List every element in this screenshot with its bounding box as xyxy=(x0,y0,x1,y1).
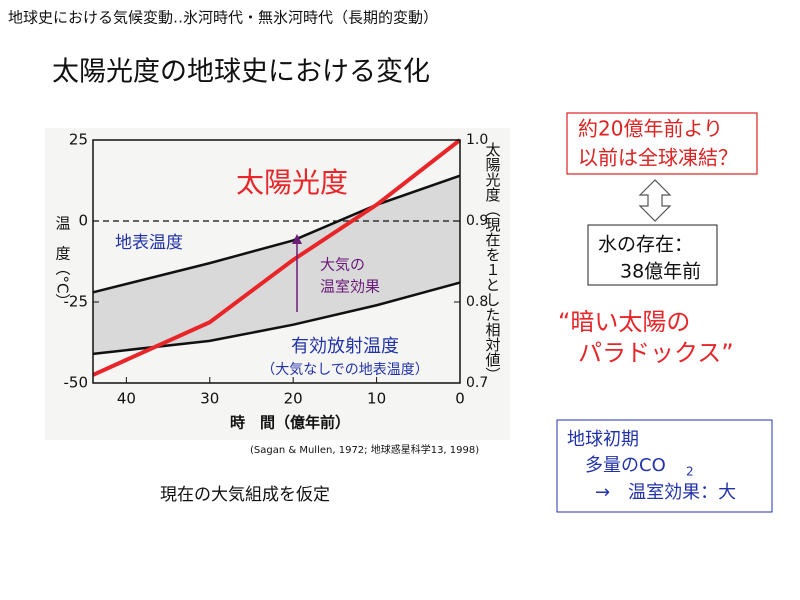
x-tick-label: 30 xyxy=(200,390,219,408)
y2-axis-label: 太陽光度（現在を１とした相対値） xyxy=(484,142,502,382)
series-line xyxy=(92,281,461,356)
caption: 現在の大気組成を仮定 xyxy=(160,485,330,505)
greenhouse-band xyxy=(93,175,460,354)
annotation: （大気なしでの地表温度） xyxy=(261,362,429,378)
y-tick-label: 25 xyxy=(69,131,88,149)
series-line xyxy=(92,174,461,294)
series-annotation: 地表温度 xyxy=(115,233,183,253)
y2-tick-label: 0.8 xyxy=(466,294,488,310)
water-box xyxy=(587,224,718,286)
x-tick-label: 20 xyxy=(284,390,303,408)
early-earth-text: 多量のCO xyxy=(585,455,666,476)
early-earth-subscript: 2 xyxy=(686,465,694,479)
y2-tick-label: 1.0 xyxy=(466,132,488,148)
x-tick-label: 40 xyxy=(117,390,136,408)
series-annotation: 有効放射温度 xyxy=(291,336,399,357)
snowball-box xyxy=(566,112,758,175)
series-line xyxy=(92,138,462,377)
source: (Sagan & Mullen, 1972; 地球惑星科学13, 1998) xyxy=(250,443,479,456)
x-axis-label: 時 間（億年前） xyxy=(230,414,350,432)
slide-title: 太陽光度の地球史における変化 xyxy=(52,57,430,88)
greenhouse-arrowhead xyxy=(292,234,302,244)
plot-frame xyxy=(92,139,461,384)
water-text: 38億年前 xyxy=(620,261,701,283)
chart: 40 30 20 10 0 -50 -25 0 25 0.7 0.8 0.9 1.0 時 間（億年前） 温 … xyxy=(54,131,502,432)
slide-header: 地球史における気候変動‥氷河時代・無氷河時代（長期的変動） xyxy=(8,9,438,27)
snowball-text: 以前は全球凍結？ xyxy=(578,146,738,170)
y2-tick-label: 0.7 xyxy=(466,375,488,391)
water-text: 水の存在： xyxy=(598,234,693,256)
series-annotation: 太陽光度 xyxy=(236,166,348,199)
x-tick-label: 0 xyxy=(455,390,465,408)
double-arrow xyxy=(638,179,672,222)
x-tick-label: 10 xyxy=(367,390,386,408)
annotation: 温室効果 xyxy=(320,278,380,296)
early-earth-box xyxy=(556,419,773,513)
y2-tick-label: 0.9 xyxy=(466,213,488,229)
paradox-text: “暗い太陽の xyxy=(558,308,690,336)
y-axis-label: 温 度（°C） xyxy=(54,216,72,309)
snowball-text: 約20億年前より xyxy=(578,117,723,141)
y-tick-label: 0 xyxy=(78,212,88,230)
annotation: 大気の xyxy=(320,256,365,274)
early-earth-text: → 温室効果：大 xyxy=(595,482,736,503)
y-tick-label: -25 xyxy=(64,293,89,311)
paradox-text: パラドックス” xyxy=(578,339,734,367)
early-earth-text: 地球初期 xyxy=(567,429,639,450)
y-tick-label: -50 xyxy=(64,374,89,392)
